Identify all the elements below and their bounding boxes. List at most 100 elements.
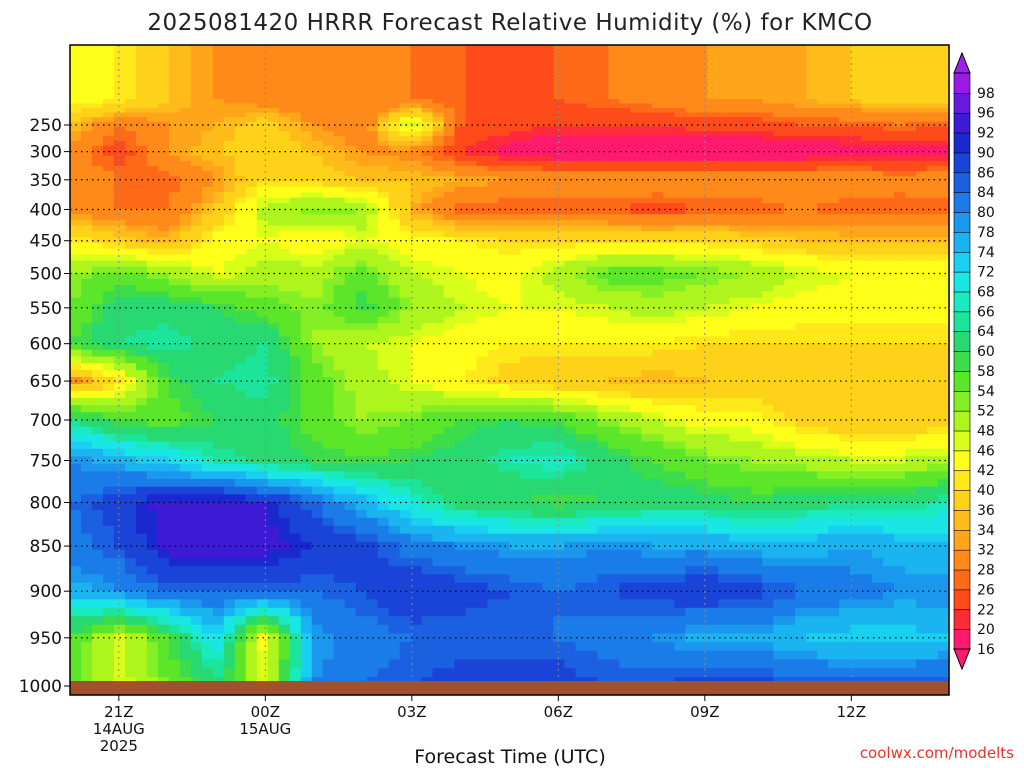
heatmap-cell: [190, 291, 203, 299]
heatmap-cell: [388, 336, 401, 344]
heatmap-cell: [245, 260, 258, 268]
heatmap-cell: [289, 203, 302, 210]
heatmap-cell: [454, 336, 467, 344]
heatmap-cell: [542, 219, 555, 227]
heatmap-cell: [201, 441, 214, 450]
heatmap-cell: [586, 377, 598, 385]
heatmap-cell: [443, 336, 456, 344]
heatmap-cell: [916, 186, 928, 193]
heatmap-cell: [212, 197, 225, 204]
heatmap-cell: [344, 356, 357, 364]
heatmap-cell: [839, 291, 851, 299]
heatmap-cell: [564, 336, 577, 344]
heatmap-cell: [905, 278, 917, 286]
heatmap-cell: [322, 412, 335, 421]
heatmap-cell: [300, 197, 313, 204]
heatmap-cell: [146, 260, 159, 268]
heatmap-cell: [520, 45, 533, 96]
heatmap-cell: [542, 131, 555, 137]
heatmap-cell: [597, 108, 609, 114]
heatmap-cell: [905, 197, 917, 204]
heatmap-cell: [520, 165, 533, 172]
heatmap-cell: [663, 131, 675, 137]
heatmap-cell: [828, 412, 840, 421]
heatmap-cell: [531, 285, 544, 292]
heatmap-cell: [168, 231, 181, 238]
heatmap-cell: [927, 329, 939, 337]
heatmap-cell: [179, 160, 192, 167]
heatmap-cell: [586, 329, 598, 337]
heatmap-cell: [476, 260, 489, 268]
heatmap-cell: [300, 150, 313, 157]
heatmap-cell: [905, 203, 917, 210]
heatmap-cell: [795, 160, 807, 167]
heatmap-cell: [905, 254, 917, 262]
heatmap-cell: [641, 181, 653, 188]
heatmap-cell: [641, 405, 653, 413]
heatmap-cell: [597, 303, 609, 311]
heatmap-cell: [663, 412, 675, 421]
heatmap-cell: [751, 103, 763, 109]
heatmap-cell: [696, 248, 708, 256]
heatmap-cell: [883, 181, 895, 188]
heatmap-cell: [927, 260, 939, 268]
heatmap-cell: [113, 434, 126, 443]
heatmap-cell: [432, 419, 445, 428]
heatmap-cell: [311, 363, 324, 371]
heatmap-cell: [553, 108, 566, 114]
heatmap-cell: [630, 108, 642, 114]
heatmap-cell: [333, 112, 346, 118]
heatmap-cell: [652, 310, 664, 318]
heatmap-cell: [751, 272, 763, 280]
heatmap-cell: [333, 248, 346, 256]
heatmap-cell: [300, 343, 313, 351]
heatmap-cell: [410, 323, 423, 331]
heatmap-cell: [630, 45, 642, 96]
heatmap-cell: [245, 99, 258, 105]
heatmap-cell: [223, 45, 236, 96]
heatmap-cell: [212, 316, 225, 324]
heatmap-cell: [399, 370, 412, 378]
heatmap-cell: [454, 434, 467, 443]
heatmap-cell: [399, 291, 412, 299]
heatmap-cell: [146, 192, 159, 199]
heatmap-cell: [938, 214, 950, 221]
heatmap-cell: [289, 278, 302, 286]
heatmap-cell: [520, 237, 533, 244]
heatmap-cell: [795, 448, 807, 457]
heatmap-cell: [366, 203, 379, 210]
heatmap-cell: [542, 383, 555, 392]
heatmap-cell: [113, 248, 126, 256]
heatmap-cell: [696, 126, 708, 132]
heatmap-cell: [531, 336, 544, 344]
heatmap-cell: [509, 103, 522, 109]
heatmap-cell: [311, 171, 324, 177]
heatmap-cell: [223, 126, 236, 132]
heatmap-cell: [608, 248, 620, 256]
heatmap-cell: [91, 145, 104, 152]
heatmap-cell: [630, 329, 642, 337]
heatmap-cell: [564, 254, 577, 262]
heatmap-cell: [344, 171, 357, 177]
heatmap-cell: [520, 316, 533, 324]
heatmap-cell: [223, 225, 236, 232]
heatmap-cell: [520, 145, 533, 152]
heatmap-cell: [542, 94, 555, 100]
heatmap-cell: [289, 181, 302, 188]
heatmap-cell: [674, 214, 686, 221]
heatmap-cell: [311, 192, 324, 199]
heatmap-cell: [663, 99, 675, 105]
heatmap-cell: [465, 291, 478, 299]
heatmap-cell: [751, 434, 763, 443]
heatmap-cell: [135, 103, 148, 109]
heatmap-cell: [146, 419, 159, 428]
heatmap-cell: [421, 349, 434, 358]
heatmap-cell: [443, 192, 456, 199]
heatmap-cell: [795, 171, 807, 177]
heatmap-cell: [795, 155, 807, 162]
heatmap-cell: [487, 377, 500, 385]
heatmap-cell: [839, 448, 851, 457]
heatmap-cell: [476, 412, 489, 421]
heatmap-cell: [707, 197, 719, 204]
heatmap-cell: [905, 260, 917, 268]
